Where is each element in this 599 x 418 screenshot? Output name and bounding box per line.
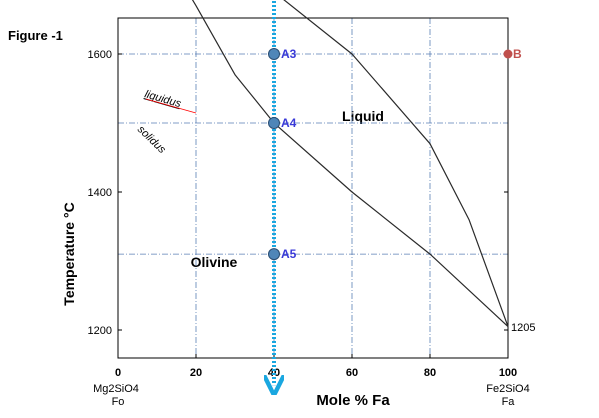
x-tick-label: 20	[190, 367, 202, 379]
region-liquid-label: Liquid	[342, 108, 384, 124]
region-olivine-label: Olivine	[191, 254, 238, 270]
right-end-formula: Fe2SiO4	[486, 383, 529, 395]
y-tick-label: 1400	[88, 187, 112, 199]
liquidus-underline	[145, 98, 197, 114]
x-tick-label: 60	[346, 367, 358, 379]
point-label-a5: A5	[281, 247, 297, 261]
y-axis-label: Temperature °C	[61, 202, 77, 305]
y-tick-label: 1600	[88, 49, 112, 61]
x-tick-label: 100	[499, 367, 517, 379]
x-tick-label: 80	[424, 367, 436, 379]
point-label-a4: A4	[281, 116, 297, 130]
left-end-formula: Mg2SiO4	[93, 383, 139, 395]
diagram-content: 12001400160018001890020406080100A1A2A3A4…	[88, 0, 522, 385]
y-tick-label: 1200	[88, 325, 112, 337]
left-end-abbr: Fo	[112, 396, 125, 408]
right-end-abbr: Fa	[502, 396, 516, 408]
solidus-curve	[191, 0, 509, 328]
liquidus-curve	[283, 0, 509, 327]
solidus-label: solidus	[135, 124, 168, 157]
plot-frame	[117, 17, 509, 359]
liquidus-label: liquidus	[143, 88, 183, 110]
point-a4	[268, 117, 280, 129]
figure-label: Figure -1	[8, 28, 63, 43]
x-axis-label: Mole % Fa	[316, 392, 390, 409]
x-tick-label: 0	[115, 367, 121, 379]
melting-point-right-label: 1205	[511, 322, 535, 334]
point-a3	[268, 48, 280, 60]
point-label-a3: A3	[281, 47, 297, 61]
point-label-b: B	[513, 47, 522, 61]
point-a5	[268, 248, 280, 261]
point-b	[503, 49, 513, 59]
